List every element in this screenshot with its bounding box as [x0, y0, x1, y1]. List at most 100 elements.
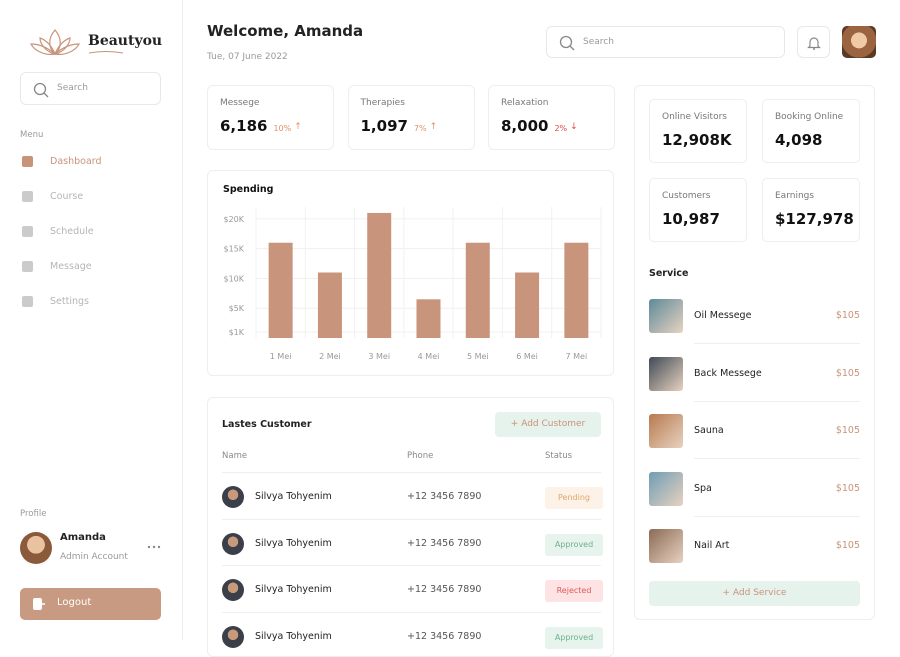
- search-placeholder: Search: [583, 37, 614, 47]
- kpi-label: Booking Online: [775, 112, 844, 122]
- stat-label: Relaxation: [501, 98, 549, 108]
- bell-icon: [807, 37, 821, 50]
- customer-avatar: [222, 532, 244, 555]
- customers-title: Lastes Customer: [222, 419, 312, 430]
- menu-icon: [22, 191, 33, 202]
- status-badge: Pending: [545, 487, 603, 509]
- row-divider: [222, 518, 601, 520]
- row-divider: [694, 343, 860, 344]
- sidebar-search[interactable]: Search: [20, 72, 161, 105]
- stat-arrow: ↑: [294, 122, 302, 132]
- search-icon: [33, 82, 49, 98]
- menu-item[interactable]: Message: [18, 258, 168, 276]
- menu-label: Course: [50, 191, 84, 202]
- search-icon: [559, 35, 575, 51]
- status-badge: Approved: [545, 626, 603, 649]
- bar: [465, 242, 490, 338]
- x-tick-label: 6 Mei: [516, 352, 538, 361]
- service-name: Back Messege: [694, 367, 762, 379]
- kpi-card: Customers 10,987: [649, 178, 747, 242]
- customer-name: Silvya Tohyenim: [255, 537, 332, 549]
- service-image: [649, 299, 683, 333]
- stat-change: 7%: [413, 124, 427, 133]
- more-icon[interactable]: [147, 545, 161, 549]
- column-header: Name: [222, 451, 248, 461]
- kpi-label: Online Visitors: [662, 112, 727, 122]
- menu-item[interactable]: Schedule: [18, 223, 168, 241]
- service-name: Spa: [694, 482, 712, 494]
- kpi-card: Earnings $127,978: [762, 178, 860, 242]
- status-badge: Rejected: [545, 580, 603, 602]
- profile-name: Amanda: [60, 532, 106, 543]
- x-tick-label: 1 Mei: [270, 352, 292, 361]
- dashboard: Beautyou Search Menu Dashboard Course Sche…: [0, 0, 876, 657]
- brand: Beautyou: [88, 33, 163, 49]
- y-tick-label: $15K: [223, 245, 244, 254]
- x-tick-label: 7 Mei: [566, 352, 588, 361]
- logout-icon: [33, 598, 45, 610]
- customer-phone: +12 3456 7890: [407, 537, 482, 549]
- service-price: $105: [835, 482, 860, 494]
- service-name: Nail Art: [694, 540, 730, 551]
- stat-change: 10%: [273, 124, 292, 133]
- service-price: $105: [835, 540, 860, 551]
- service-price: $105: [835, 425, 860, 436]
- bar: [317, 272, 342, 338]
- customer-avatar: [222, 625, 244, 648]
- y-tick-label: $10K: [223, 274, 244, 283]
- profile-role: Admin Account: [60, 552, 128, 562]
- menu-label: Dashboard: [50, 156, 102, 167]
- sidebar: Beautyou Search Menu Dashboard Course Sche…: [0, 0, 183, 640]
- bar: [564, 242, 589, 338]
- bar: [268, 242, 293, 338]
- kpi-label: Customers: [662, 191, 711, 201]
- menu-icon: [22, 261, 33, 272]
- menu-label: Schedule: [50, 226, 94, 237]
- spending-card: Spending $1K $5K $10K $15K $20K 1 Mei 2 Mei 3 M…: [207, 170, 614, 376]
- service-image: [649, 471, 683, 506]
- column-header: Phone: [407, 451, 434, 461]
- customer-phone: +12 3456 7890: [407, 491, 482, 502]
- menu-label: Message: [50, 261, 92, 272]
- logo-icon: [30, 29, 80, 55]
- stat-change: 2%: [554, 124, 568, 133]
- customer-name: Silvya Tohyenim: [255, 630, 332, 642]
- row-divider: [694, 515, 860, 517]
- service-name: Oil Messege: [694, 310, 752, 321]
- notification-button[interactable]: [797, 26, 830, 58]
- menu-icon: [22, 296, 33, 307]
- menu-item[interactable]: Settings: [18, 293, 168, 311]
- add-service-button[interactable]: + Add Service: [649, 581, 860, 606]
- row-divider: [694, 458, 860, 459]
- chart-title: Spending: [223, 184, 273, 195]
- stat-card: Relaxation 8,000 2% ↓: [488, 85, 615, 150]
- stat-value: 1,097: [360, 117, 408, 135]
- customer-phone: +12 3456 7890: [407, 630, 482, 642]
- bar: [367, 212, 392, 338]
- row-divider: [222, 472, 601, 473]
- profile-label: Profile: [20, 509, 47, 519]
- stat-arrow: ↑: [429, 122, 438, 132]
- kpi-value: 4,098: [775, 131, 823, 149]
- service-image: [649, 414, 683, 448]
- user-avatar[interactable]: [842, 26, 876, 58]
- menu-item[interactable]: Course: [18, 188, 168, 206]
- search-placeholder: Search: [57, 83, 88, 93]
- logout-button[interactable]: Logout: [20, 588, 161, 620]
- chart: Spending $1K $5K $10K $15K $20K 1 Mei 2 Mei 3 M…: [223, 184, 602, 361]
- customers-card: Lastes Customer + Add Customer Name Phone…: [207, 397, 614, 657]
- kpi-value: 12,908K: [662, 131, 732, 149]
- stat-label: Messege: [220, 98, 260, 108]
- header-search[interactable]: Search: [546, 26, 785, 58]
- kpi-value: $127,978: [775, 210, 854, 228]
- menu-item[interactable]: Dashboard: [18, 153, 168, 171]
- customer-avatar: [222, 579, 244, 601]
- stat-card: Messege 6,186 10% ↑: [207, 85, 334, 150]
- stat-label: Therapies: [360, 98, 405, 108]
- services-title: Service: [649, 268, 689, 279]
- kpi-value: 10,987: [662, 210, 720, 228]
- page-date: Tue, 07 June 2022: [207, 52, 288, 62]
- page-title: Welcome, Amanda: [207, 22, 364, 40]
- add-customer-button[interactable]: + Add Customer: [495, 412, 601, 437]
- column-header: Status: [545, 451, 573, 461]
